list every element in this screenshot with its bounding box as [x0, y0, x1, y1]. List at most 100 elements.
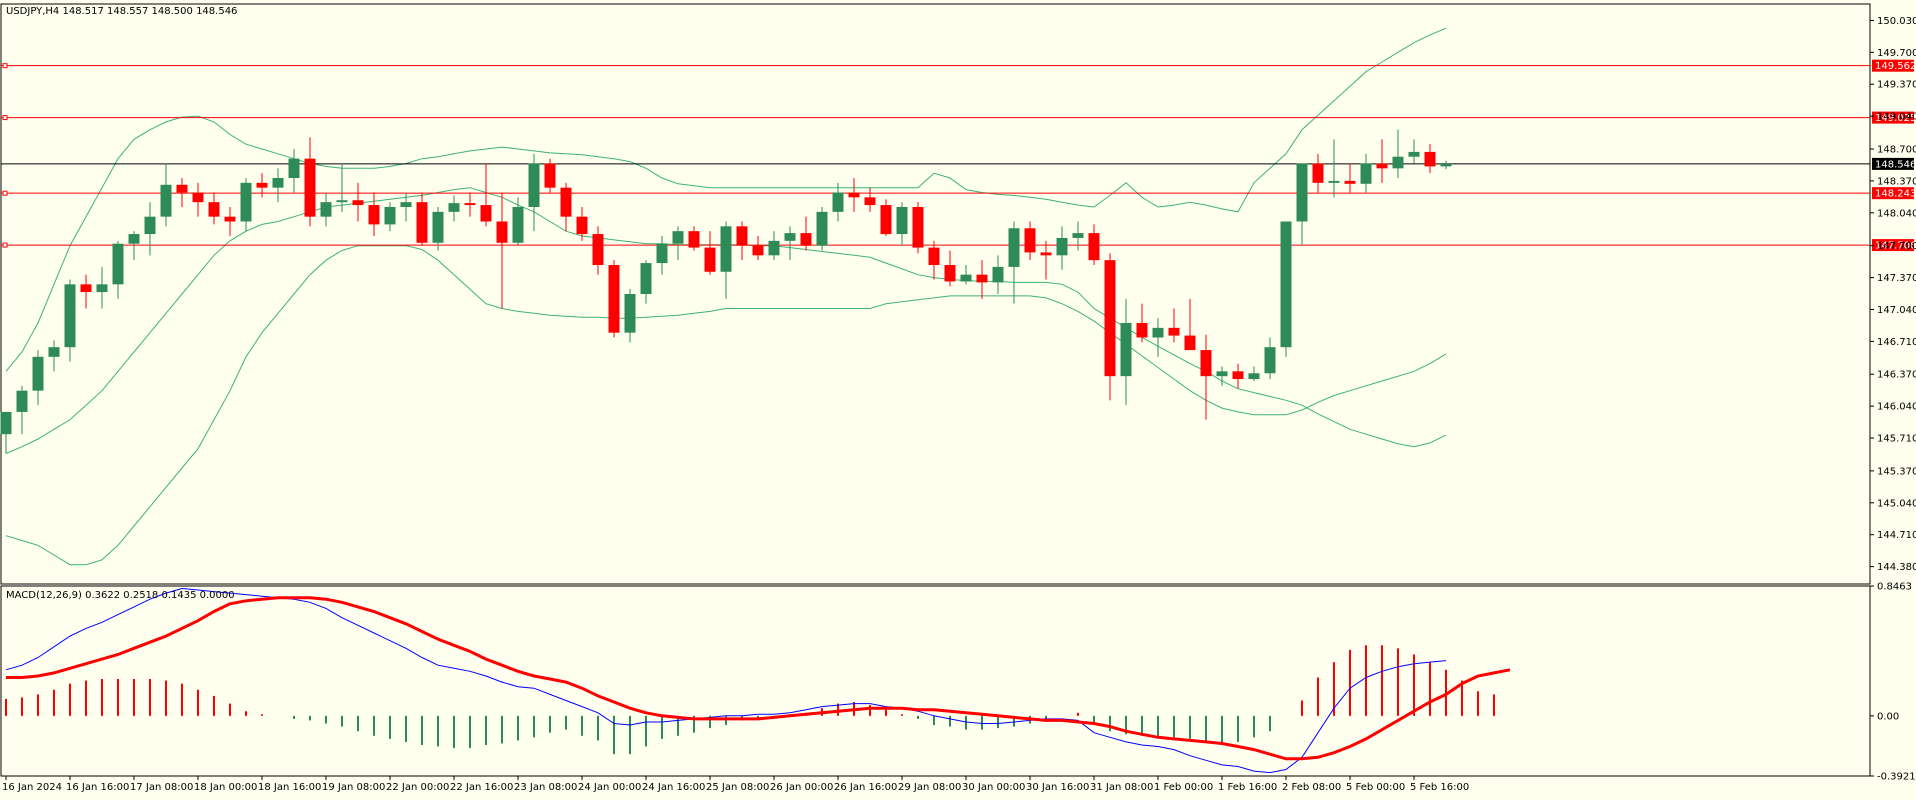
candle-body [1009, 228, 1020, 267]
candle-body [97, 284, 108, 292]
time-tick-label: 19 Jan 08:00 [322, 782, 385, 793]
candle-body [1105, 260, 1116, 376]
candle-body [1265, 347, 1276, 373]
candle-body [161, 185, 172, 217]
candle-body [1329, 181, 1340, 183]
candle-body [1393, 157, 1404, 169]
candle-body [1409, 152, 1420, 157]
candle-body [897, 207, 908, 234]
price-tick-label: 146.370 [1877, 370, 1916, 381]
candle-body [497, 222, 508, 243]
candle-body [705, 248, 716, 272]
candle-body [193, 193, 204, 203]
candle-body [1425, 152, 1436, 167]
candle-body [785, 233, 796, 241]
candle-body [1073, 233, 1084, 238]
time-tick-label: 24 Jan 00:00 [578, 782, 641, 793]
candle-body [1137, 323, 1148, 338]
candle-body [961, 275, 972, 282]
candle-body [385, 207, 396, 224]
candle-body [849, 193, 860, 198]
candle-body [737, 226, 748, 245]
candle-body [977, 275, 988, 283]
candle-body [801, 233, 812, 246]
time-tick-label: 16 Jan 2024 [2, 782, 62, 793]
price-tick-label: 144.710 [1877, 530, 1916, 541]
candle-body [1249, 373, 1260, 379]
price-tick-label: 147.040 [1877, 305, 1916, 316]
candle-body [753, 246, 764, 256]
candle-body [433, 212, 444, 243]
candle-body [1281, 222, 1292, 348]
time-tick-label: 22 Jan 16:00 [450, 782, 513, 793]
time-tick-label: 25 Jan 08:00 [706, 782, 769, 793]
price-level-label: 148.243 [1875, 189, 1916, 200]
price-tick-label: 148.370 [1877, 176, 1916, 187]
candle-body [241, 183, 252, 222]
current-price-label: 148.546 [1875, 159, 1916, 170]
candle-body [609, 265, 620, 333]
time-tick-label: 22 Jan 00:00 [386, 782, 449, 793]
candle-body [1361, 164, 1372, 184]
time-tick-label: 26 Jan 16:00 [834, 782, 897, 793]
time-tick-label: 30 Jan 16:00 [1026, 782, 1089, 793]
candle-body [833, 193, 844, 212]
time-tick-label: 18 Jan 00:00 [194, 782, 257, 793]
candle-body [945, 265, 956, 281]
candle-body [1201, 350, 1212, 376]
macd-info-label: MACD(12,26,9) 0.3622 0.2518 0.1435 0.000… [6, 590, 235, 601]
candle-body [529, 164, 540, 208]
candle-body [1057, 238, 1068, 255]
candle-body [209, 202, 220, 217]
time-tick-label: 16 Jan 16:00 [66, 782, 129, 793]
candle-body [225, 217, 236, 222]
candle-body [1121, 323, 1132, 376]
candle-body [721, 226, 732, 271]
candle-body [449, 203, 460, 212]
candle-body [1297, 164, 1308, 222]
price-tick-label: 149.040 [1877, 112, 1916, 123]
time-tick-label: 2 Feb 08:00 [1282, 782, 1341, 793]
candle-body [257, 183, 268, 188]
candle-body [993, 267, 1004, 282]
candle-body [1, 412, 12, 434]
candle-body [113, 244, 124, 285]
candle-body [417, 202, 428, 243]
candle-body [929, 248, 940, 265]
macd-tick-label: 0.8463 [1877, 582, 1912, 593]
candle-body [641, 263, 652, 294]
price-tick-label: 148.700 [1877, 145, 1916, 156]
candle-body [1441, 164, 1452, 167]
candle-body [1233, 371, 1244, 379]
candle-body [353, 200, 364, 205]
candle-body [289, 159, 300, 178]
candle-body [65, 284, 76, 347]
price-tick-label: 150.030 [1877, 16, 1916, 27]
candle-body [1089, 233, 1100, 260]
candle-body [465, 203, 476, 205]
candle-body [1345, 181, 1356, 184]
candle-body [145, 217, 156, 234]
time-tick-label: 31 Jan 08:00 [1090, 782, 1153, 793]
time-tick-label: 5 Feb 16:00 [1410, 782, 1469, 793]
price-tick-label: 146.710 [1877, 337, 1916, 348]
candle-body [305, 159, 316, 217]
time-tick-label: 26 Jan 00:00 [770, 782, 833, 793]
time-tick-label: 29 Jan 08:00 [898, 782, 961, 793]
candle-body [689, 231, 700, 247]
macd-tick-label: 0.00 [1877, 711, 1899, 722]
candle-body [769, 241, 780, 256]
time-tick-label: 17 Jan 08:00 [130, 782, 193, 793]
price-tick-label: 145.370 [1877, 466, 1916, 477]
price-tick-label: 148.040 [1877, 208, 1916, 219]
price-tick-label: 149.700 [1877, 48, 1916, 59]
time-tick-label: 1 Feb 16:00 [1218, 782, 1277, 793]
time-tick-label: 30 Jan 00:00 [962, 782, 1025, 793]
candle-body [321, 202, 332, 217]
candle-body [129, 234, 140, 244]
candle-body [1169, 328, 1180, 336]
price-tick-label: 149.370 [1877, 80, 1916, 91]
